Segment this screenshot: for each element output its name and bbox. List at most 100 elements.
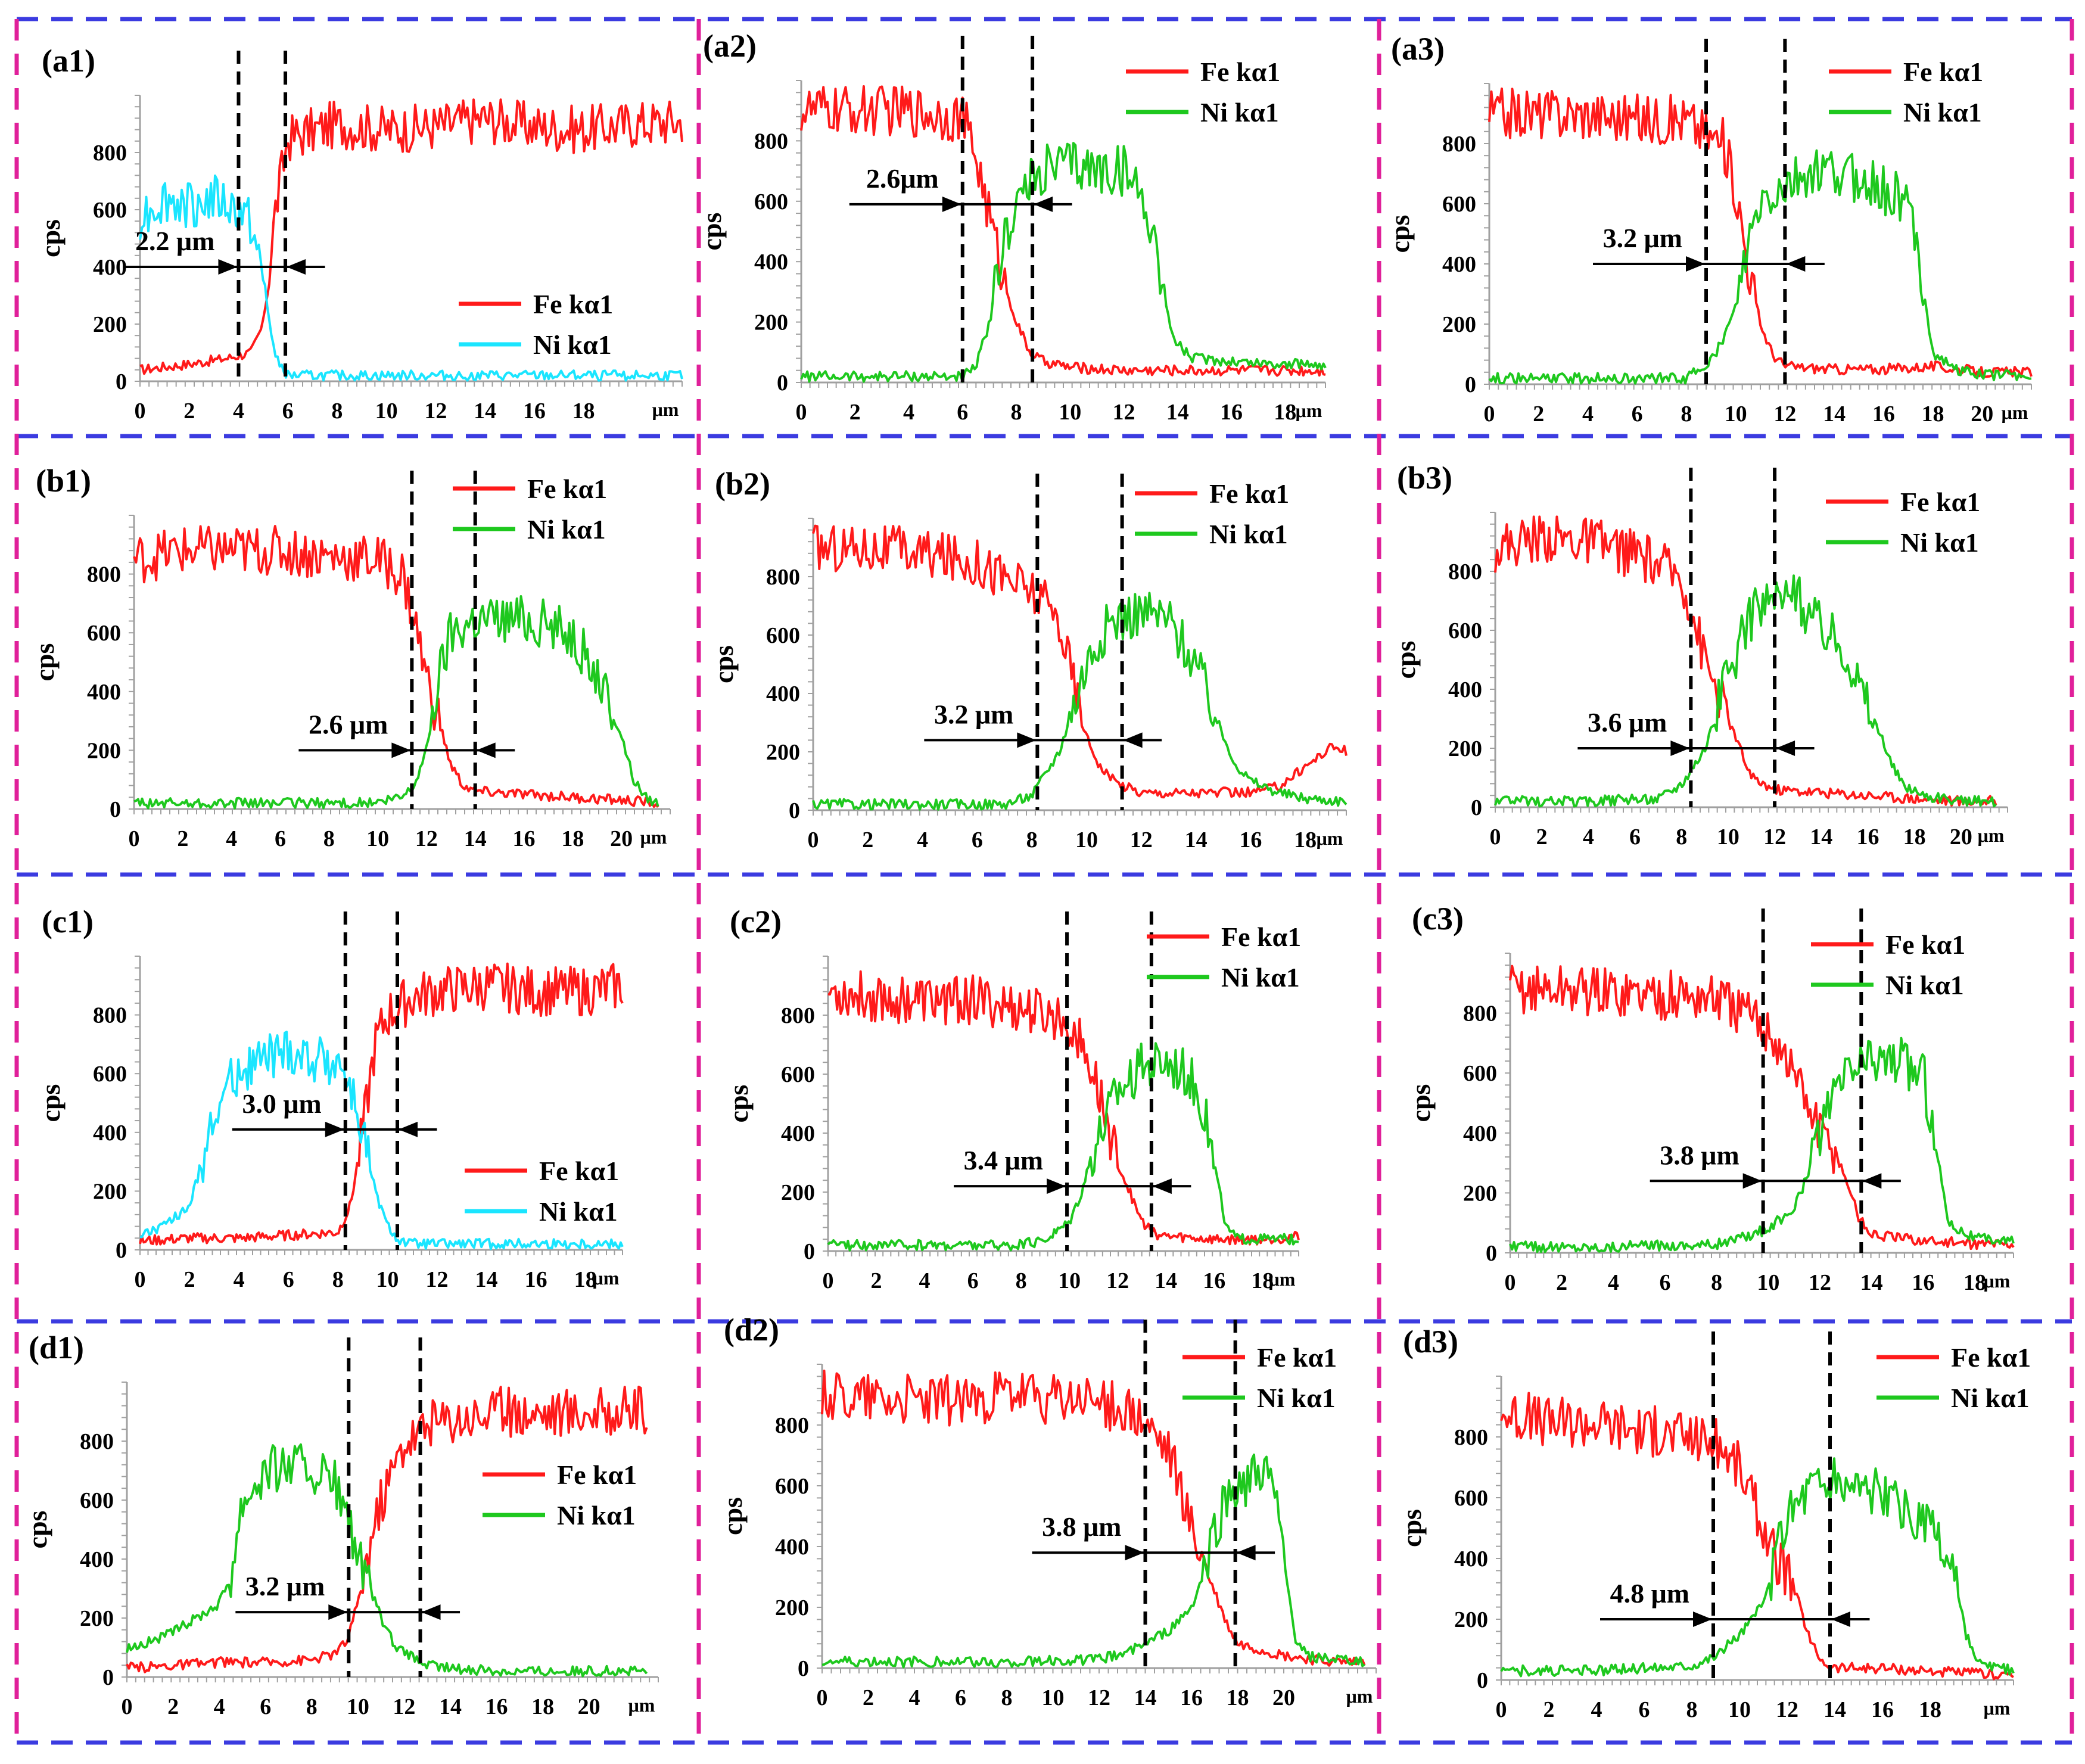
x-tick-label: 4	[1582, 402, 1594, 427]
x-tick-label: 16	[1203, 1268, 1225, 1293]
x-tick-label: 12	[1763, 825, 1786, 850]
y-tick-label: 600	[781, 1062, 815, 1087]
x-tick-label: 18	[572, 399, 595, 424]
x-tick-label: 16	[1856, 825, 1879, 850]
panel-label: (c3)	[1412, 901, 1464, 937]
annotation-arrow-right	[1047, 1178, 1066, 1194]
y-tick-label: 800	[775, 1413, 809, 1438]
x-tick-label: 14	[1166, 400, 1189, 425]
y-axis-label: cps	[35, 219, 66, 257]
y-tick-label: 600	[80, 1488, 114, 1513]
x-unit-label: μm	[1984, 1270, 2011, 1292]
annotation-text: 3.8 μm	[1660, 1140, 1739, 1170]
x-tick-label: 16	[525, 1267, 547, 1292]
annotation-text: 3.6 μm	[1588, 707, 1667, 738]
x-tick-label: 12	[1113, 400, 1135, 425]
x-tick-label: 12	[1106, 1268, 1129, 1293]
x-tick-label: 4	[233, 399, 244, 424]
y-tick-label: 0	[116, 369, 127, 394]
x-tick-label: 18	[1922, 402, 1944, 427]
x-tick-label: 2	[862, 827, 873, 853]
legend-label-ni: Ni kα1	[1221, 962, 1300, 993]
series-line-fe	[827, 970, 1300, 1246]
annotation-text: 3.2 μm	[1603, 223, 1682, 253]
x-tick-label: 18	[1919, 1697, 1941, 1722]
annotation-arrow-right	[1693, 1611, 1712, 1627]
annotation-arrow-left	[1776, 741, 1795, 756]
x-tick-label: 6	[283, 1267, 294, 1292]
series-line-ni	[800, 142, 1327, 383]
y-tick-label: 600	[93, 198, 127, 223]
x-tick-label: 18	[1903, 825, 1926, 850]
x-tick-label: 14	[474, 399, 496, 424]
y-tick-label: 600	[1454, 1486, 1488, 1511]
y-tick-label: 800	[1454, 1425, 1488, 1450]
panel-label: (a2)	[703, 28, 757, 64]
y-tick-label: 800	[93, 141, 127, 166]
y-tick-label: 200	[87, 738, 121, 763]
x-tick-label: 0	[129, 826, 140, 851]
y-tick-label: 200	[766, 740, 800, 765]
annotation-text: 3.0 μm	[242, 1088, 321, 1119]
x-tick-label: 16	[1872, 402, 1895, 427]
series-line-fe	[800, 85, 1326, 377]
x-tick-label: 8	[323, 826, 335, 851]
annotation-arrow-right	[1670, 741, 1690, 756]
y-tick-label: 800	[1442, 132, 1476, 157]
x-tick-label: 0	[135, 1267, 146, 1292]
x-tick-label: 10	[1059, 400, 1081, 425]
annotation-arrow-left	[399, 1121, 418, 1137]
y-axis-label: cps	[1384, 215, 1415, 253]
x-tick-label: 0	[796, 400, 807, 425]
x-tick-label: 0	[1505, 1270, 1516, 1295]
x-tick-label: 10	[375, 399, 398, 424]
y-tick-label: 600	[766, 623, 800, 648]
annotation-arrow-right	[218, 259, 238, 275]
legend-label-fe: Fe kα1	[1900, 487, 1980, 517]
x-tick-label: 8	[1681, 402, 1692, 427]
y-tick-label: 400	[1463, 1121, 1497, 1146]
series-line-fe	[126, 1385, 648, 1673]
y-tick-label: 200	[80, 1606, 114, 1631]
y-tick-label: 200	[1442, 312, 1476, 337]
annotation-arrow-left	[1123, 732, 1143, 748]
x-unit-label: μm	[1296, 400, 1322, 421]
legend-label-fe: Fe kα1	[1200, 57, 1280, 87]
series-line-fe	[139, 98, 683, 375]
series-line-ni	[1488, 149, 2032, 385]
x-tick-label: 2	[863, 1685, 874, 1710]
y-tick-label: 0	[102, 1665, 114, 1690]
x-tick-label: 0	[1496, 1697, 1507, 1722]
y-tick-label: 400	[93, 1121, 127, 1146]
y-axis-label: cps	[1390, 641, 1421, 679]
y-tick-label: 600	[754, 189, 788, 214]
x-tick-label: 0	[823, 1268, 834, 1293]
annotation-text: 3.4 μm	[964, 1145, 1043, 1175]
y-tick-label: 800	[781, 1003, 815, 1028]
series-line-fe	[133, 525, 659, 808]
panel-label: (d3)	[1403, 1324, 1458, 1359]
panel-label: (b1)	[36, 463, 91, 499]
annotation-arrow-right	[328, 1604, 348, 1620]
x-tick-label: 2	[184, 1267, 195, 1292]
x-tick-label: 8	[1016, 1268, 1027, 1293]
series-line-ni	[827, 1042, 1299, 1252]
x-tick-label: 12	[424, 399, 447, 424]
series-line-fe	[139, 962, 624, 1246]
x-tick-label: 12	[1130, 827, 1153, 853]
legend-label-ni: Ni kα1	[539, 1196, 618, 1227]
x-unit-label: μm	[1346, 1685, 1373, 1707]
x-tick-label: 16	[486, 1694, 508, 1719]
y-axis-label: cps	[696, 213, 727, 251]
series-line-ni	[812, 592, 1348, 811]
annotation-arrow-right	[1742, 1173, 1762, 1189]
x-tick-label: 10	[1725, 402, 1747, 427]
x-unit-label: μm	[2002, 402, 2028, 423]
x-tick-label: 14	[1185, 827, 1208, 853]
y-tick-label: 600	[1448, 618, 1482, 643]
annotation-arrow-left	[1034, 196, 1053, 212]
y-axis-label: cps	[723, 1085, 754, 1123]
panel-label: (a3)	[1391, 31, 1445, 67]
x-tick-label: 6	[1639, 1697, 1650, 1722]
chart-panel-b2: (b2) 0 2 4 6 8 10 12 14 16 18 μm 0 200 400 600 800 cps 3.2…	[708, 466, 1348, 853]
